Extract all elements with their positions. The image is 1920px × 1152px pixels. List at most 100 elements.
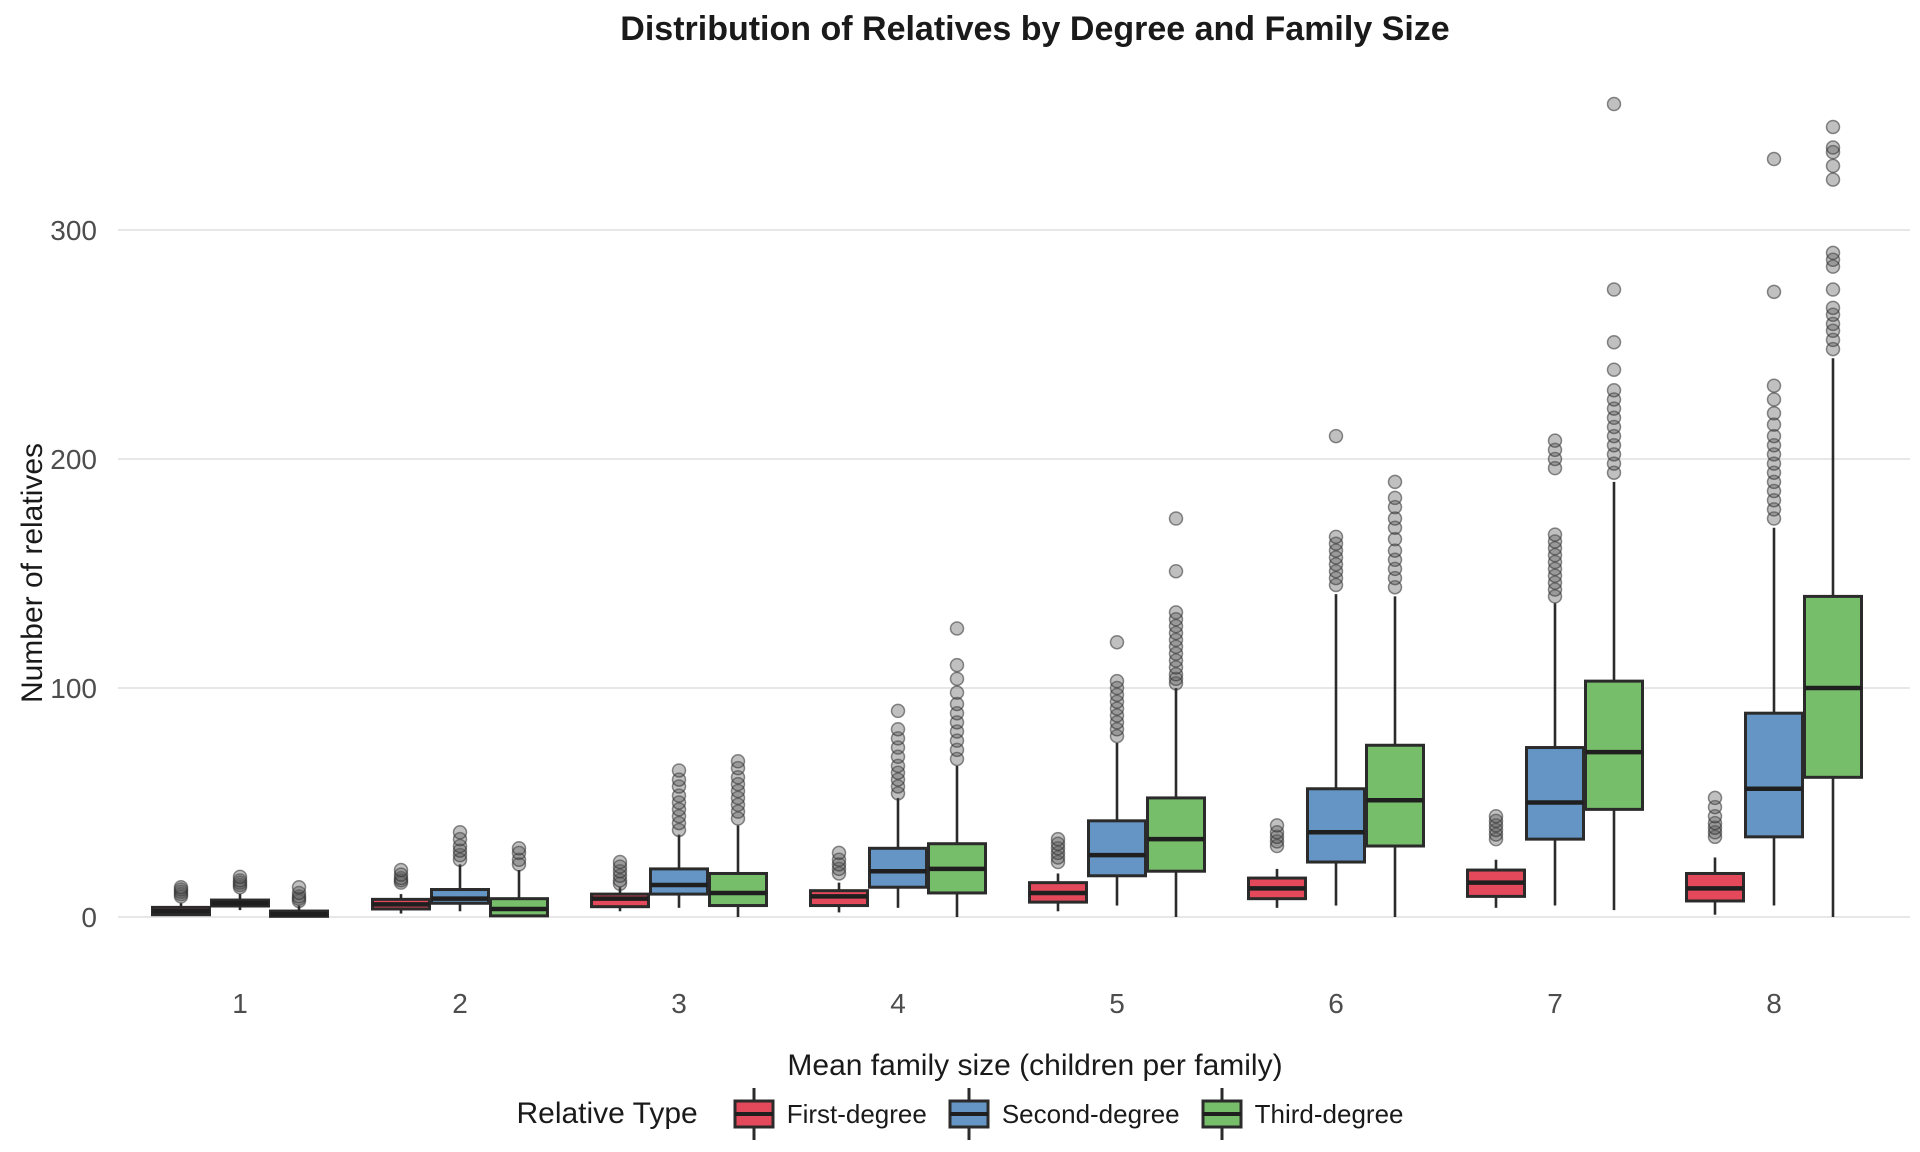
boxplot-first-degree-size-7	[1466, 808, 1526, 908]
boxplot-second-degree-size-5	[1087, 634, 1147, 906]
boxplot-third-degree-size-1	[269, 879, 329, 918]
y-axis-title: Number of relatives	[16, 443, 49, 703]
boxplot-second-degree-size-4	[868, 703, 928, 908]
y-tick-label: 100	[50, 673, 97, 704]
x-tick-label: 5	[1109, 988, 1125, 1019]
boxplot-first-degree-size-3	[590, 854, 650, 912]
x-tick-label: 2	[452, 988, 468, 1019]
outlier-point	[1606, 334, 1622, 350]
outlier-point	[949, 696, 965, 712]
series-first-degree	[151, 790, 1745, 917]
outlier-point	[1825, 140, 1841, 155]
y-gridlines	[118, 229, 1910, 918]
boxplot-third-degree-size-8	[1803, 119, 1863, 917]
boxplot-first-degree-size-8	[1685, 790, 1745, 915]
outlier-point	[1766, 284, 1782, 300]
outlier-point	[1825, 119, 1841, 135]
outlier-point	[393, 867, 409, 882]
outlier-point	[173, 879, 189, 895]
legend: Relative Type First-degree Second-degree	[0, 1084, 1920, 1144]
outlier-point	[232, 869, 248, 885]
outlier-point	[1050, 836, 1066, 851]
boxplot-first-degree-size-2	[371, 862, 431, 914]
series-third-degree	[269, 96, 1863, 918]
outlier-point	[291, 885, 307, 901]
outlier-point	[1387, 474, 1403, 490]
outlier-point	[1825, 158, 1841, 174]
outlier-point	[393, 862, 409, 878]
boxplot-second-degree-size-1	[210, 869, 270, 911]
y-tick-label: 200	[50, 444, 97, 475]
outlier-point	[1825, 144, 1841, 160]
x-tick-label: 3	[671, 988, 687, 1019]
legend-item-label: First-degree	[786, 1098, 927, 1129]
x-tick-label: 7	[1547, 988, 1563, 1019]
y-tick-label: 0	[81, 902, 97, 933]
outlier-point	[1825, 245, 1841, 261]
boxplot-first-degree-size-6	[1247, 818, 1307, 908]
outlier-point	[511, 841, 527, 856]
outlier-point	[1488, 808, 1504, 824]
boxplot-second-degree-size-7	[1525, 433, 1585, 906]
outlier-point	[232, 873, 248, 888]
outlier-point	[1488, 813, 1504, 829]
outlier-point	[452, 825, 468, 840]
outlier-point	[831, 845, 847, 861]
outlier-point	[511, 845, 527, 861]
outlier-point	[671, 763, 687, 778]
x-tick-labels: 1 2 3 4 5 6 7 8	[232, 988, 1782, 1019]
legend-item-second-degree: Second-degree	[947, 1086, 1180, 1142]
outlier-point	[890, 703, 906, 719]
boxplot-third-degree-size-2	[489, 841, 549, 918]
legend-item-label: Third-degree	[1254, 1098, 1404, 1129]
outlier-point	[1547, 527, 1563, 542]
boxplot-second-degree-size-8	[1744, 151, 1804, 906]
boxplot-third-degree-size-5	[1146, 511, 1206, 917]
outlier-point	[1328, 529, 1344, 545]
outlier-point	[1766, 417, 1782, 432]
boxplot-key-icon	[1201, 1088, 1243, 1140]
boxplot-key-icon	[948, 1088, 990, 1140]
outlier-point	[730, 754, 746, 769]
outlier-point	[1606, 96, 1622, 112]
boxplot-second-degree-size-6	[1306, 428, 1366, 906]
legend-title: Relative Type	[516, 1097, 698, 1130]
outlier-point	[1766, 378, 1782, 393]
outlier-point	[1387, 490, 1403, 506]
outlier-point	[1606, 383, 1622, 398]
boxplot-second-degree-size-2	[430, 825, 490, 912]
outlier-point	[291, 879, 307, 895]
x-tick-label: 8	[1766, 988, 1782, 1019]
legend-item-third-degree: Third-degree	[1200, 1086, 1404, 1142]
outlier-point	[1109, 634, 1125, 650]
outlier-point	[949, 671, 965, 687]
outlier-point	[1606, 282, 1622, 297]
boxplot-key-icon	[733, 1088, 775, 1140]
x-tick-label: 4	[890, 988, 906, 1019]
boxplot-second-degree-size-3	[649, 763, 709, 908]
boxplot-first-degree-size-1	[151, 879, 211, 917]
outlier-point	[1606, 362, 1622, 377]
outlier-point	[1707, 820, 1723, 835]
outlier-point	[1168, 605, 1184, 620]
outlier-point	[949, 685, 965, 700]
outlier-point	[612, 854, 628, 870]
outlier-point	[1387, 511, 1403, 526]
outlier-point	[1547, 433, 1563, 448]
y-tick-labels: 0 100 200 300	[50, 215, 97, 933]
series-second-degree	[210, 151, 1804, 912]
boxplot-first-degree-size-5	[1028, 831, 1088, 912]
boxplot-third-degree-size-6	[1365, 474, 1425, 917]
outlier-point	[1269, 829, 1285, 845]
outlier-point	[1168, 511, 1184, 526]
outlier-point	[1825, 172, 1841, 187]
legend-item-first-degree: First-degree	[732, 1086, 927, 1142]
boxplot-third-degree-size-7	[1584, 96, 1644, 911]
boxplot-first-degree-size-4	[809, 845, 869, 913]
x-tick-label: 6	[1328, 988, 1344, 1019]
outlier-point	[1328, 428, 1344, 444]
outlier-point	[949, 657, 965, 673]
outlier-point	[890, 721, 906, 737]
